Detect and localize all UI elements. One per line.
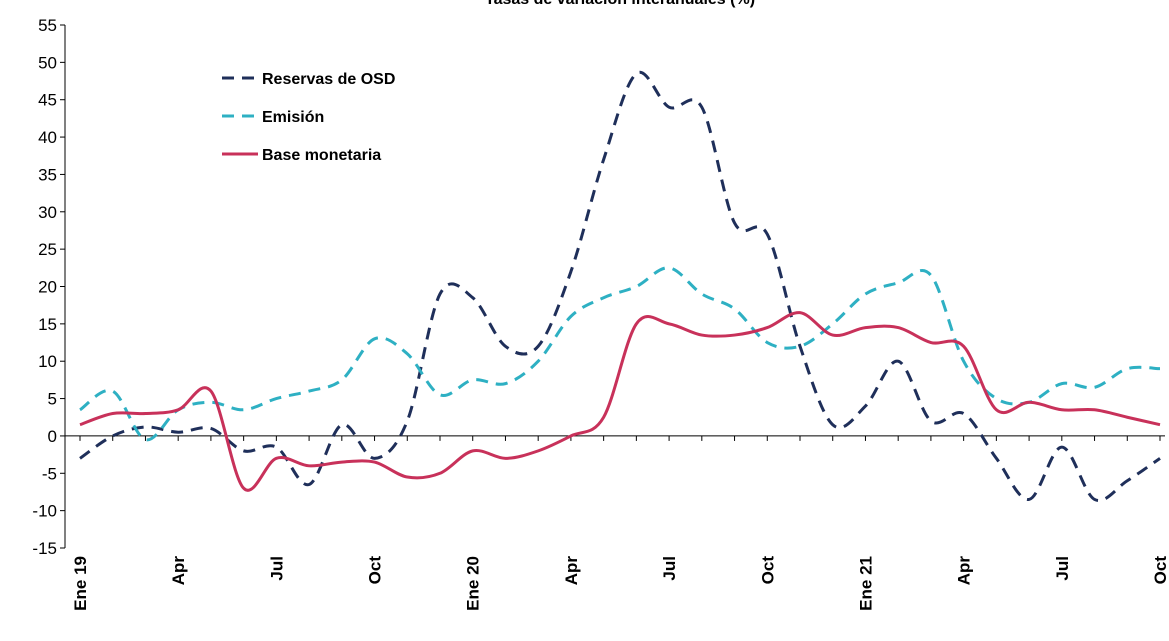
x-tick-label: Jul	[267, 556, 286, 581]
x-tick-label: Jul	[660, 556, 679, 581]
x-tick-label: Ene 19	[71, 556, 90, 611]
y-tick-label: 10	[38, 352, 57, 371]
y-tick-label: -10	[32, 502, 57, 521]
series-line	[79, 266, 1161, 442]
x-tick-label: Apr	[955, 556, 974, 586]
x-tick-label: Jul	[1053, 556, 1072, 581]
y-tick-label: -5	[42, 464, 57, 483]
x-tick-label: Apr	[169, 556, 188, 586]
x-tick-label: Apr	[562, 556, 581, 586]
y-tick-label: 30	[38, 203, 57, 222]
y-tick-label: 5	[48, 390, 57, 409]
legend-label: Emisión	[262, 109, 324, 126]
y-tick-label: 0	[48, 427, 57, 446]
y-tick-label: 50	[38, 53, 57, 72]
x-tick-label: Ene 20	[464, 556, 483, 611]
series-line	[79, 311, 1161, 492]
x-tick-label: Oct	[366, 556, 385, 585]
legend-label: Reservas de OSD	[262, 71, 395, 88]
y-tick-label: 35	[38, 165, 57, 184]
y-tick-label: 15	[38, 315, 57, 334]
x-tick-label: Oct	[758, 556, 777, 585]
y-tick-label: 40	[38, 128, 57, 147]
series-line	[79, 70, 1161, 503]
y-tick-label: -15	[32, 539, 57, 558]
x-tick-label: Oct	[1151, 556, 1169, 585]
y-tick-label: 45	[38, 91, 57, 110]
legend-label: Base monetaria	[262, 147, 381, 164]
y-tick-label: 25	[38, 240, 57, 259]
chart-title: Tasas de variación interanuales (%)	[485, 0, 755, 8]
x-tick-label: Ene 21	[856, 556, 875, 611]
y-tick-label: 20	[38, 278, 57, 297]
y-tick-label: 55	[38, 16, 57, 35]
